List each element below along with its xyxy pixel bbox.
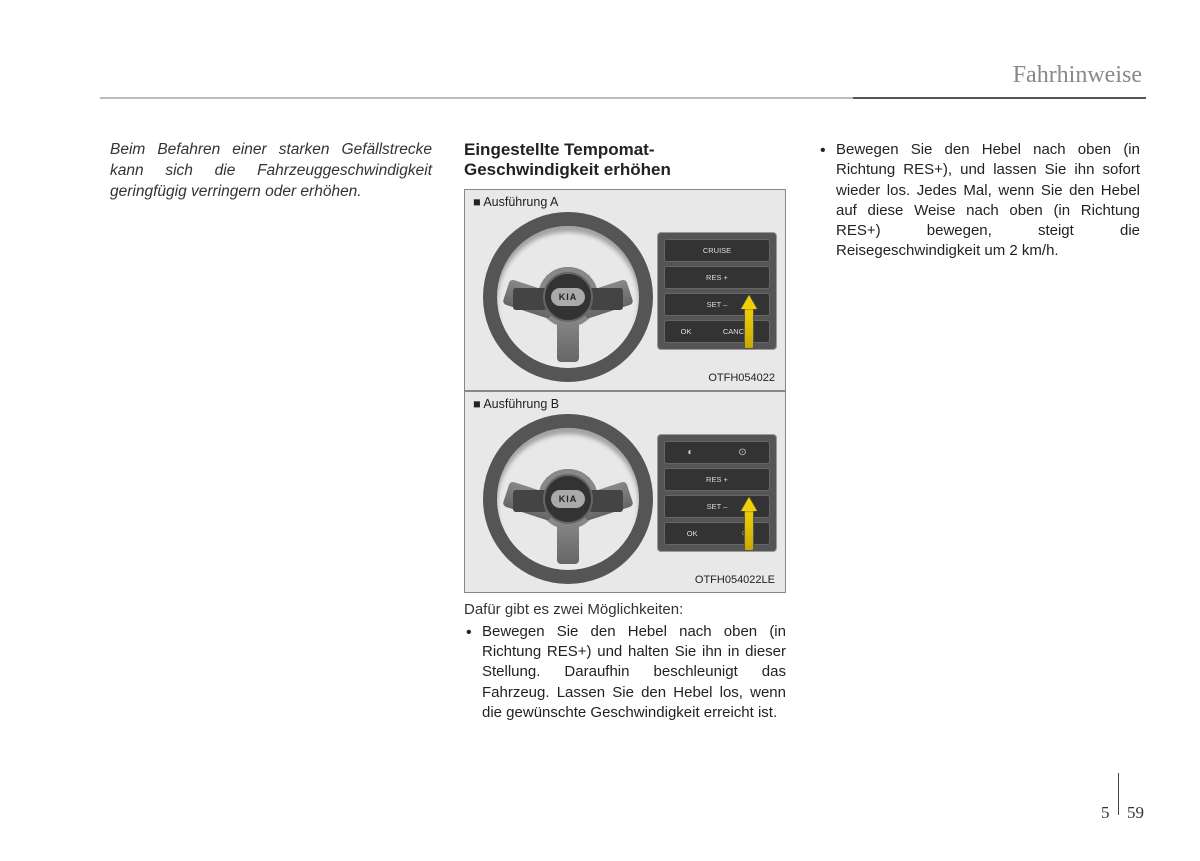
figure-b-code: OTFH054022LE (693, 573, 777, 587)
page-footer: 5 59 (1101, 783, 1144, 825)
section-heading: Eingestellte Tempomat-Geschwindigkeit er… (464, 140, 786, 181)
chapter-title: Fahrhinweise (100, 62, 1146, 89)
steering-wheel-a: KIA (483, 212, 653, 382)
page-separator (1118, 773, 1120, 815)
bullet-item-1: Bewegen Sie den Hebel nach oben (in Rich… (464, 622, 786, 723)
ok-button-label: OK (687, 529, 698, 538)
arrow-up-icon (741, 497, 757, 547)
control-zoom-a: CRUISE RES + SET – OK CANCEL (657, 232, 777, 350)
figure-a: ■ Ausführung A KIA CRUISE RES + (464, 189, 786, 391)
page-number: 59 (1127, 803, 1144, 825)
set-button-label: SET – (707, 300, 728, 309)
column-1: Beim Befahren einer starken Gefäll­strec… (110, 140, 432, 723)
column-2: Eingestellte Tempomat-Geschwindigkeit er… (464, 140, 786, 723)
res-button-label: RES + (706, 273, 728, 282)
figure-a-label: ■ Ausführung A (473, 195, 558, 209)
bullet-item-2: Bewegen Sie den Hebel nach oben (in Rich… (818, 140, 1140, 262)
res-button-label: RES + (706, 475, 728, 484)
ok-button-label: OK (681, 327, 692, 336)
header-rule (100, 97, 1146, 99)
set-button-label: SET – (707, 502, 728, 511)
cruise-icon: ⊙ (738, 447, 746, 458)
mode-icon: ◐ (687, 447, 693, 458)
steering-wheel-b: KIA (483, 414, 653, 584)
column-3: Bewegen Sie den Hebel nach oben (in Rich… (818, 140, 1140, 723)
bullet-list-col3: Bewegen Sie den Hebel nach oben (in Rich… (818, 140, 1140, 262)
chapter-number: 5 (1101, 803, 1110, 825)
arrow-up-icon (741, 295, 757, 345)
options-intro: Dafür gibt es zwei Möglichkeiten: (464, 601, 786, 618)
figure-b: ■ Ausführung B KIA ◐ ⊙ RES + (464, 391, 786, 593)
bullet-list-col2: Bewegen Sie den Hebel nach oben (in Rich… (464, 622, 786, 723)
kia-logo-icon: KIA (551, 490, 585, 508)
figure-a-code: OTFH054022 (706, 371, 777, 385)
page-header: Fahrhinweise (100, 62, 1146, 99)
figure-b-label: ■ Ausführung B (473, 397, 559, 411)
intro-note: Beim Befahren einer starken Gefäll­strec… (110, 140, 432, 203)
control-zoom-b: ◐⊙ RES + SET – OK ○ (657, 434, 777, 552)
content-columns: Beim Befahren einer starken Gefäll­strec… (110, 140, 1140, 723)
kia-logo-icon: KIA (551, 288, 585, 306)
cruise-button-label: CRUISE (703, 246, 731, 255)
